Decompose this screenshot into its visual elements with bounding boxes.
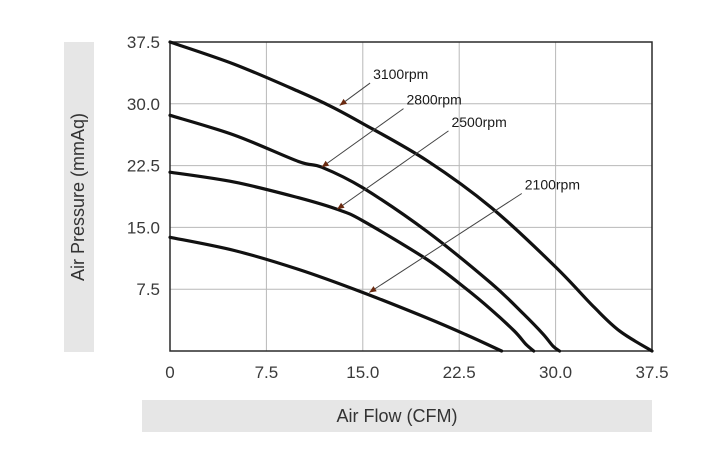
annotation-arrowhead <box>321 160 330 168</box>
x-tick-label: 37.5 <box>635 363 668 382</box>
y-tick-label: 7.5 <box>136 280 160 299</box>
x-tick-label: 22.5 <box>443 363 476 382</box>
grid-lines <box>170 42 652 351</box>
annotation-arrowhead <box>369 286 377 293</box>
annotation-label-3100rpm: 3100rpm <box>373 66 428 82</box>
y-tick-label: 30.0 <box>127 95 160 114</box>
series-curve-2800rpm <box>168 113 562 353</box>
y-axis-title: Air Pressure (mmAq) <box>68 113 88 281</box>
x-axis-title: Air Flow (CFM) <box>337 406 458 426</box>
annotation-arrowhead <box>339 98 348 106</box>
annotation-label-2800rpm: 2800rpm <box>407 92 462 108</box>
x-axis-title-band <box>142 400 652 432</box>
y-tick-labels: 7.5 15.0 22.5 30.0 37.5 <box>127 33 160 299</box>
series-annotations: 3100rpm 2800rpm 2500rpm 2100rpm <box>321 66 580 293</box>
x-tick-label: 15.0 <box>346 363 379 382</box>
series-curve-3100rpm <box>168 40 654 353</box>
x-tick-labels: 0 7.5 15.0 22.5 30.0 37.5 <box>165 363 668 382</box>
y-axis-title-band <box>64 42 94 352</box>
annotation-leader-line <box>321 108 404 168</box>
series-curve-2100rpm <box>168 235 504 353</box>
x-tick-label: 7.5 <box>255 363 279 382</box>
x-tick-label: 0 <box>165 363 174 382</box>
annotation-arrowhead <box>337 202 345 210</box>
y-tick-label: 37.5 <box>127 33 160 52</box>
annotation-leader-line <box>336 130 449 210</box>
plot-frame <box>169 41 653 352</box>
series-curves <box>168 40 654 353</box>
y-tick-label: 15.0 <box>127 218 160 237</box>
y-tick-label: 22.5 <box>127 157 160 176</box>
annotation-label-2100rpm: 2100rpm <box>525 176 580 192</box>
annotation-leader-line <box>368 193 523 293</box>
annotation-label-2500rpm: 2500rpm <box>451 114 506 130</box>
x-tick-label: 30.0 <box>539 363 572 382</box>
